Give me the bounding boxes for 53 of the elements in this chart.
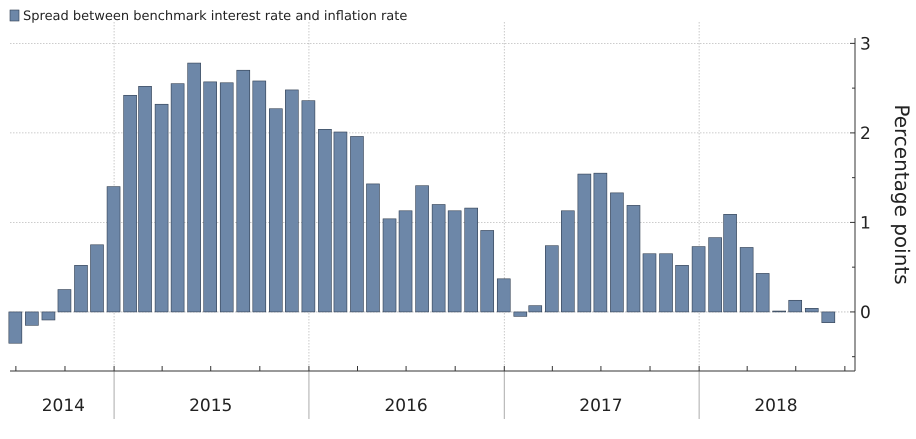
bar — [415, 185, 429, 312]
bar — [90, 244, 104, 312]
x-tick-label: 2014 — [42, 396, 86, 416]
bar — [788, 300, 802, 312]
bar — [432, 204, 446, 312]
y-axis-title: Percentage points — [890, 104, 914, 285]
bar — [302, 100, 316, 312]
bar — [545, 245, 559, 312]
bar — [42, 312, 56, 320]
bar — [285, 90, 299, 312]
bar — [578, 174, 592, 312]
bar — [642, 253, 656, 312]
bar — [58, 289, 72, 312]
bar — [692, 246, 706, 312]
bar — [154, 104, 168, 312]
bar — [822, 312, 836, 323]
bar — [804, 308, 819, 312]
bar — [203, 82, 217, 312]
legend-label: Spread between benchmark interest rate and inflation rate — [23, 9, 408, 24]
bar — [659, 253, 673, 312]
bar — [561, 210, 575, 312]
bar — [480, 230, 494, 312]
bar — [398, 210, 412, 312]
y-tick-label: 2 — [860, 124, 871, 144]
y-tick-label: 3 — [860, 34, 871, 54]
bar — [610, 192, 624, 312]
x-tick-label: 2015 — [189, 396, 232, 416]
bar — [106, 186, 120, 312]
bar — [626, 205, 640, 312]
bar — [170, 83, 184, 312]
bar — [269, 108, 283, 312]
y-tick-label: 1 — [860, 213, 871, 234]
x-tick-label: 2017 — [579, 396, 623, 416]
bar — [756, 273, 770, 312]
bar — [220, 82, 234, 312]
x-tick-label: 2018 — [754, 396, 798, 416]
bar — [675, 265, 689, 312]
bar — [25, 312, 39, 326]
bar — [496, 278, 511, 312]
bar — [350, 136, 364, 312]
bar — [252, 80, 266, 312]
bar — [382, 218, 396, 312]
bar — [464, 208, 478, 312]
bar — [74, 265, 88, 312]
y-tick-label: 0 — [860, 302, 871, 323]
bar — [594, 172, 608, 312]
bar — [740, 247, 754, 312]
bar — [187, 62, 201, 312]
bar — [236, 70, 250, 312]
bar — [448, 210, 462, 312]
bar — [8, 312, 22, 344]
bar — [366, 184, 380, 312]
x-tick-label: 2016 — [384, 396, 428, 416]
